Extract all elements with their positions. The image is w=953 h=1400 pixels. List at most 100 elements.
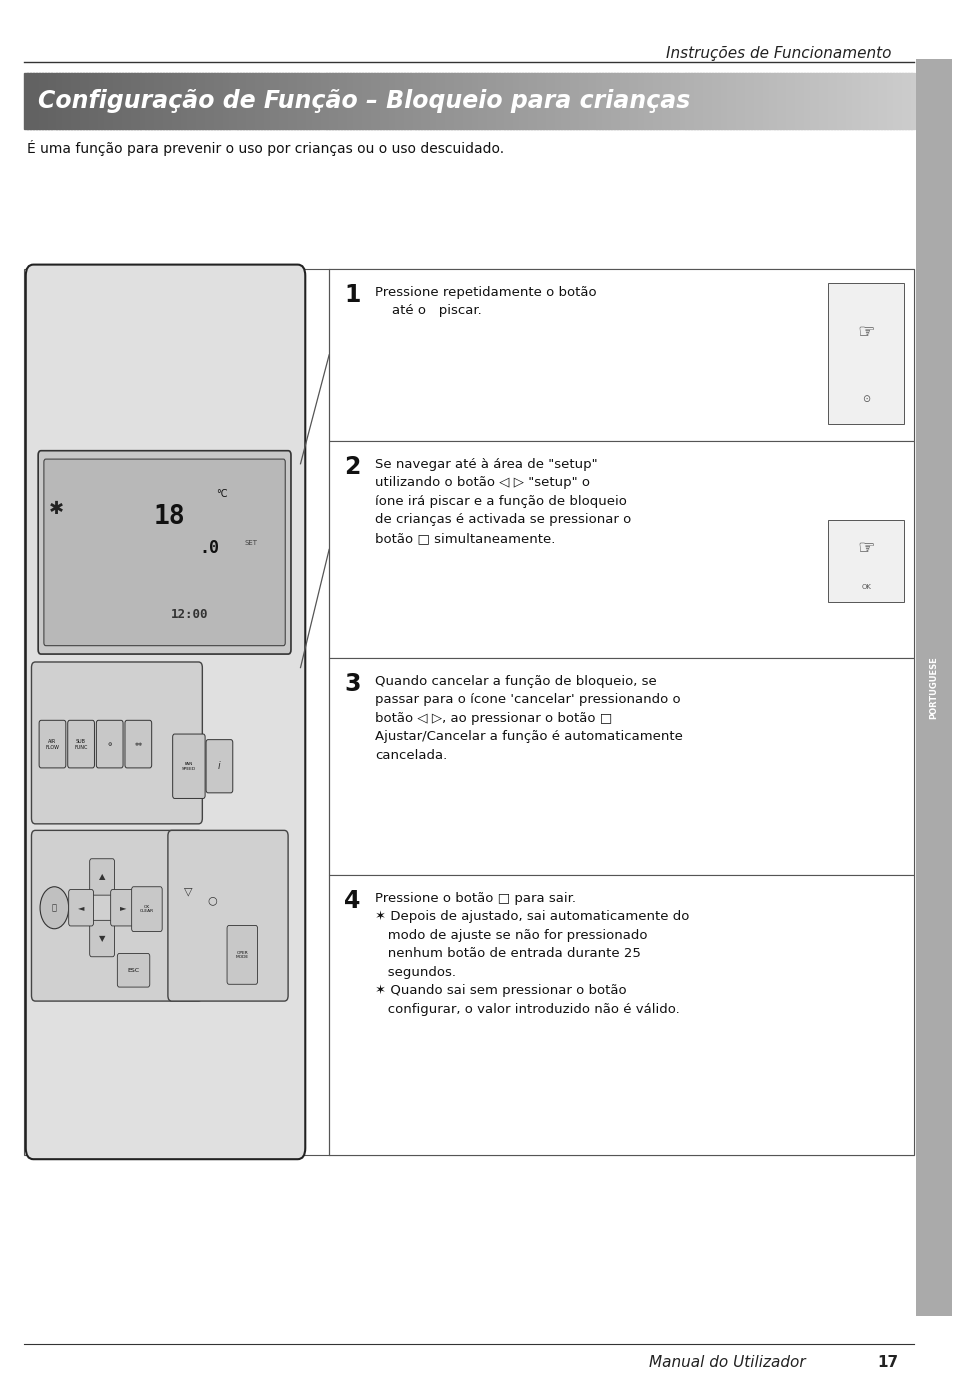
Bar bbox=[83, 73, 87, 129]
Text: É uma função para prevenir o uso por crianças ou o uso descuidado.: É uma função para prevenir o uso por cri… bbox=[27, 140, 503, 155]
Bar bbox=[77, 73, 81, 129]
Bar bbox=[389, 73, 393, 129]
Bar bbox=[42, 73, 46, 129]
Bar bbox=[74, 73, 78, 129]
Bar bbox=[827, 283, 903, 424]
Bar bbox=[175, 73, 179, 129]
Bar bbox=[809, 73, 813, 129]
Bar bbox=[190, 73, 193, 129]
FancyBboxPatch shape bbox=[26, 265, 305, 1159]
Text: ⚙: ⚙ bbox=[108, 742, 112, 746]
Bar bbox=[438, 73, 443, 129]
Bar bbox=[229, 73, 233, 129]
Bar bbox=[205, 73, 209, 129]
Bar bbox=[371, 73, 375, 129]
Text: ▽: ▽ bbox=[184, 886, 192, 897]
Bar bbox=[187, 73, 191, 129]
Bar bbox=[632, 73, 636, 129]
Bar bbox=[708, 73, 713, 129]
Bar bbox=[302, 73, 306, 129]
Bar bbox=[563, 73, 567, 129]
Bar bbox=[667, 73, 671, 129]
Bar bbox=[681, 73, 686, 129]
Bar bbox=[332, 73, 336, 129]
Bar bbox=[791, 73, 796, 129]
Bar bbox=[382, 73, 386, 129]
Bar bbox=[163, 73, 167, 129]
Bar bbox=[575, 73, 579, 129]
Bar bbox=[841, 73, 845, 129]
Bar bbox=[611, 73, 615, 129]
Bar bbox=[782, 73, 786, 129]
Bar bbox=[854, 73, 858, 129]
FancyBboxPatch shape bbox=[31, 830, 202, 1001]
Bar bbox=[430, 73, 434, 129]
FancyBboxPatch shape bbox=[168, 830, 288, 1001]
Bar bbox=[59, 73, 63, 129]
Bar bbox=[71, 73, 75, 129]
FancyBboxPatch shape bbox=[111, 889, 135, 925]
Bar bbox=[501, 73, 505, 129]
Bar bbox=[275, 73, 279, 129]
Bar bbox=[569, 73, 573, 129]
Bar bbox=[264, 73, 268, 129]
Bar bbox=[273, 73, 276, 129]
Bar bbox=[628, 73, 633, 129]
Bar bbox=[246, 73, 250, 129]
Bar bbox=[358, 73, 363, 129]
Bar bbox=[110, 73, 113, 129]
Bar bbox=[593, 73, 597, 129]
Bar bbox=[240, 73, 244, 129]
Bar bbox=[202, 73, 206, 129]
Bar bbox=[104, 73, 108, 129]
Bar bbox=[732, 73, 736, 129]
Bar bbox=[477, 73, 481, 129]
Bar bbox=[329, 73, 333, 129]
Text: OK
CLEAR: OK CLEAR bbox=[140, 904, 153, 913]
Bar bbox=[424, 73, 428, 129]
Bar bbox=[836, 73, 840, 129]
Bar bbox=[329, 658, 913, 875]
Bar bbox=[729, 73, 733, 129]
Bar bbox=[534, 73, 537, 129]
Bar bbox=[249, 73, 253, 129]
Bar bbox=[718, 73, 721, 129]
Bar bbox=[572, 73, 576, 129]
Bar bbox=[128, 73, 132, 129]
Bar bbox=[181, 73, 185, 129]
Bar bbox=[537, 73, 540, 129]
Bar bbox=[125, 73, 129, 129]
Bar bbox=[646, 73, 650, 129]
Bar bbox=[898, 73, 902, 129]
Bar bbox=[317, 73, 321, 129]
Bar bbox=[448, 73, 452, 129]
Bar bbox=[406, 73, 410, 129]
Bar bbox=[777, 73, 781, 129]
Bar bbox=[472, 73, 476, 129]
Bar bbox=[498, 73, 502, 129]
Bar bbox=[548, 73, 553, 129]
Bar bbox=[584, 73, 588, 129]
Text: ▲: ▲ bbox=[99, 872, 105, 882]
Bar bbox=[436, 73, 439, 129]
Bar bbox=[397, 73, 401, 129]
Bar bbox=[705, 73, 709, 129]
Bar bbox=[131, 73, 134, 129]
Bar bbox=[285, 73, 289, 129]
Bar bbox=[368, 73, 372, 129]
Bar bbox=[445, 73, 449, 129]
Bar bbox=[753, 73, 757, 129]
Bar bbox=[299, 73, 303, 129]
Text: 4: 4 bbox=[344, 889, 360, 913]
Bar bbox=[213, 73, 217, 129]
Bar bbox=[136, 73, 140, 129]
Bar bbox=[827, 519, 903, 602]
Bar bbox=[291, 73, 294, 129]
Bar bbox=[456, 73, 460, 129]
Bar bbox=[24, 269, 913, 1155]
Bar bbox=[462, 73, 466, 129]
Bar bbox=[45, 73, 49, 129]
Bar bbox=[507, 73, 511, 129]
Bar bbox=[868, 73, 872, 129]
Bar bbox=[806, 73, 810, 129]
